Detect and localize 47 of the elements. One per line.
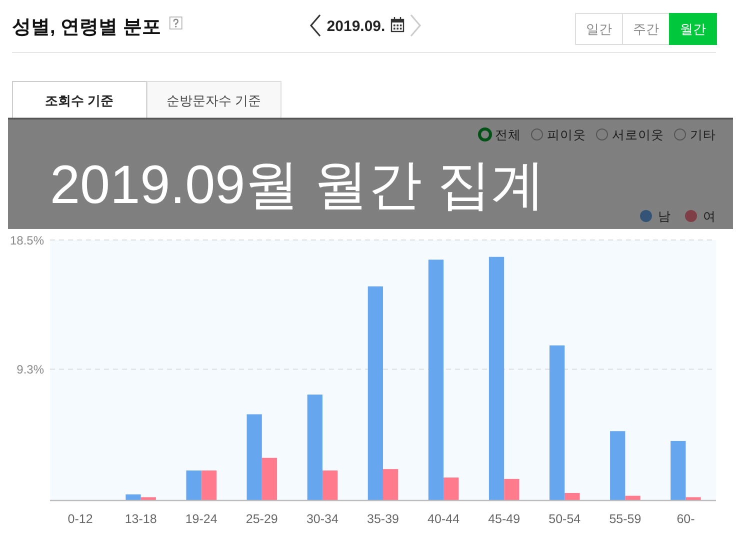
legend-label: 여	[703, 210, 716, 224]
bar	[670, 440, 686, 500]
x-tick-label: 35-39	[367, 512, 400, 526]
text: 피이웃	[547, 128, 586, 142]
bar	[322, 470, 338, 500]
bar	[126, 494, 141, 500]
x-tick-label: 30-34	[306, 512, 338, 526]
bar	[140, 497, 156, 500]
text: 주간	[633, 22, 659, 36]
x-tick-label: 13-18	[124, 512, 157, 526]
bar	[550, 345, 565, 500]
text: 서로이웃	[612, 128, 664, 142]
x-tick-label: 55-59	[609, 512, 642, 526]
text: 전체	[495, 128, 521, 142]
chart-title: 성별, 연령별 분포	[12, 17, 161, 38]
x-tick-label: 50-54	[548, 512, 581, 526]
x-tick-label: 40-44	[428, 512, 460, 526]
bar	[488, 256, 504, 500]
bar	[625, 496, 640, 500]
x-tick-label: 45-49	[488, 512, 520, 526]
text: 2019.09월 월간 집계	[50, 155, 546, 215]
y-tick-label: 9.3%	[16, 362, 44, 377]
bar	[610, 431, 626, 500]
bar	[246, 414, 262, 500]
y-tick-label: 18.5%	[10, 233, 44, 248]
chart-subtitle: 2019.09.	[326, 18, 386, 35]
bar	[383, 469, 398, 500]
bar	[186, 470, 202, 500]
bar	[504, 478, 520, 500]
bar	[368, 286, 383, 500]
bar	[686, 497, 701, 500]
text: 기타	[690, 128, 716, 142]
bar	[262, 458, 278, 500]
text: 일간	[586, 22, 612, 36]
bar	[428, 260, 444, 500]
x-tick-label: 25-29	[246, 512, 278, 526]
bar	[201, 470, 216, 500]
text: 월간	[680, 22, 706, 36]
bar	[444, 478, 459, 500]
text: 순방문자수 기준	[166, 93, 262, 108]
x-tick-label: 19-24	[185, 512, 218, 526]
text: 조회수 기준	[44, 93, 114, 108]
bar	[564, 492, 580, 500]
legend-label: 남	[658, 210, 671, 224]
bar	[307, 394, 322, 500]
x-tick-label: 0-12	[68, 512, 93, 526]
x-tick-label: 60-	[676, 512, 695, 526]
